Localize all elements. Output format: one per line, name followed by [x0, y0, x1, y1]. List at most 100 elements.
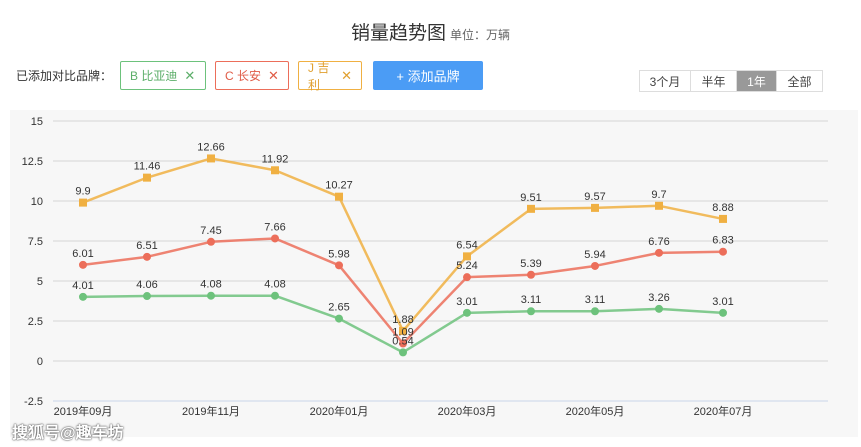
- data-label: 9.9: [75, 186, 90, 198]
- data-point: [719, 247, 727, 256]
- x-tick-label: 2020年03月: [438, 404, 497, 418]
- data-point: [655, 248, 663, 257]
- data-label: 3.26: [648, 292, 669, 304]
- data-label: 3.11: [585, 294, 606, 306]
- data-label: 7.45: [200, 225, 221, 237]
- unit-label: 单位：万辆: [450, 28, 511, 42]
- watermark: 搜狐号@趣车坊: [12, 425, 124, 442]
- data-label: 3.01: [712, 296, 733, 308]
- data-point: [143, 252, 151, 261]
- data-point: [79, 260, 87, 269]
- brand-tag-label: B 比亚迪: [130, 69, 178, 83]
- data-point: [271, 166, 279, 175]
- data-point: [527, 307, 535, 316]
- data-label: 0.54: [392, 335, 413, 347]
- y-tick-label: 15: [31, 116, 43, 128]
- data-label: 4.08: [264, 279, 285, 291]
- data-point: [271, 291, 279, 300]
- close-icon[interactable]: ✕: [268, 67, 279, 83]
- data-point: [143, 173, 151, 182]
- data-point: [207, 291, 215, 300]
- data-label: 9.51: [520, 192, 541, 204]
- data-label: 11.92: [262, 153, 289, 165]
- compare-label: 已添加对比品牌：: [16, 69, 113, 83]
- add-brand-button[interactable]: + 添加品牌: [373, 61, 484, 90]
- data-point: [271, 234, 279, 243]
- y-tick-label: 2.5: [28, 316, 43, 328]
- y-tick-label: 5: [37, 276, 43, 288]
- data-point: [79, 292, 87, 301]
- data-label: 4.01: [72, 280, 93, 292]
- data-label: 2.65: [328, 302, 349, 314]
- brand-tag-changan[interactable]: C 长安 ✕: [215, 61, 290, 90]
- data-point: [335, 192, 343, 201]
- data-point: [591, 203, 599, 212]
- y-tick-label: 10: [31, 196, 43, 208]
- data-label: 6.01: [72, 248, 93, 260]
- range-half-year[interactable]: 半年: [691, 71, 737, 91]
- data-label: 9.7: [651, 189, 666, 201]
- data-label: 6.54: [456, 239, 477, 251]
- data-label: 10.27: [325, 180, 353, 192]
- chart-background: [10, 110, 858, 437]
- x-tick-label: 2019年09月: [54, 404, 113, 418]
- data-label: 7.66: [264, 221, 285, 233]
- brand-tag-geely[interactable]: J 吉利 ✕: [298, 60, 363, 92]
- sales-trend-chart: 15 12.5 10 7.5 5 2.5 0 -2.5 2019年09月 2019年11月 2020…: [10, 110, 858, 437]
- data-label: 11.46: [134, 161, 161, 173]
- x-tick-label: 2020年05月: [566, 404, 625, 418]
- data-label: 3.01: [456, 296, 477, 308]
- y-tick-label: 7.5: [28, 236, 43, 248]
- data-point: [527, 270, 535, 279]
- data-point: [335, 261, 343, 270]
- data-point: [591, 261, 599, 270]
- data-label: 4.06: [136, 279, 157, 291]
- y-tick-label: 0: [37, 356, 43, 368]
- data-label: 1.88: [392, 314, 413, 326]
- close-icon[interactable]: ✕: [341, 67, 353, 83]
- data-label: 5.94: [584, 249, 605, 261]
- data-point: [335, 314, 343, 323]
- close-icon[interactable]: ✕: [184, 67, 196, 83]
- data-label: 4.08: [200, 279, 221, 291]
- data-label: 8.88: [712, 202, 733, 214]
- data-point: [655, 304, 663, 313]
- data-point: [655, 201, 663, 210]
- data-point: [207, 154, 215, 163]
- brand-tag-byd[interactable]: B 比亚迪 ✕: [120, 61, 207, 90]
- range-3-months[interactable]: 3个月: [640, 71, 691, 91]
- data-point: [591, 307, 599, 316]
- range-1-year[interactable]: 1年: [737, 71, 777, 91]
- y-tick-label: -2.5: [24, 396, 43, 408]
- data-point: [207, 237, 215, 246]
- range-all[interactable]: 全部: [777, 71, 822, 91]
- data-point: [463, 308, 471, 317]
- brand-tag-label: J 吉利: [308, 60, 330, 92]
- data-point: [463, 252, 471, 261]
- data-point: [527, 204, 535, 213]
- data-point: [399, 326, 407, 335]
- y-tick-label: 12.5: [22, 156, 43, 168]
- compare-bar: 已添加对比品牌： B 比亚迪 ✕ C 长安 ✕ J 吉利 ✕ + 添加品牌: [16, 60, 484, 92]
- x-tick-label: 2019年11月: [182, 404, 240, 418]
- data-point: [399, 339, 407, 348]
- x-tick-label: 2020年07月: [694, 404, 753, 418]
- chart-header: 销量趋势图 单位：万辆: [0, 18, 861, 45]
- data-label: 6.76: [648, 236, 669, 248]
- data-label: 5.39: [520, 258, 541, 270]
- data-point: [143, 292, 151, 301]
- chart-svg: 15 12.5 10 7.5 5 2.5 0 -2.5 2019年09月 2019年11月 2020…: [10, 110, 858, 437]
- data-label: 12.66: [197, 141, 225, 153]
- data-label: 6.83: [712, 235, 733, 247]
- data-point: [719, 308, 727, 317]
- data-label: 5.98: [328, 248, 349, 260]
- data-point: [79, 198, 87, 207]
- range-selector: 3个月 半年 1年 全部: [639, 70, 823, 92]
- data-label: 1.09: [392, 327, 413, 339]
- x-tick-label: 2020年01月: [310, 404, 369, 418]
- brand-tag-label: C 长安: [225, 69, 262, 83]
- data-point: [399, 348, 407, 357]
- data-point: [719, 214, 727, 223]
- data-point: [463, 273, 471, 282]
- data-label: 9.57: [584, 191, 605, 203]
